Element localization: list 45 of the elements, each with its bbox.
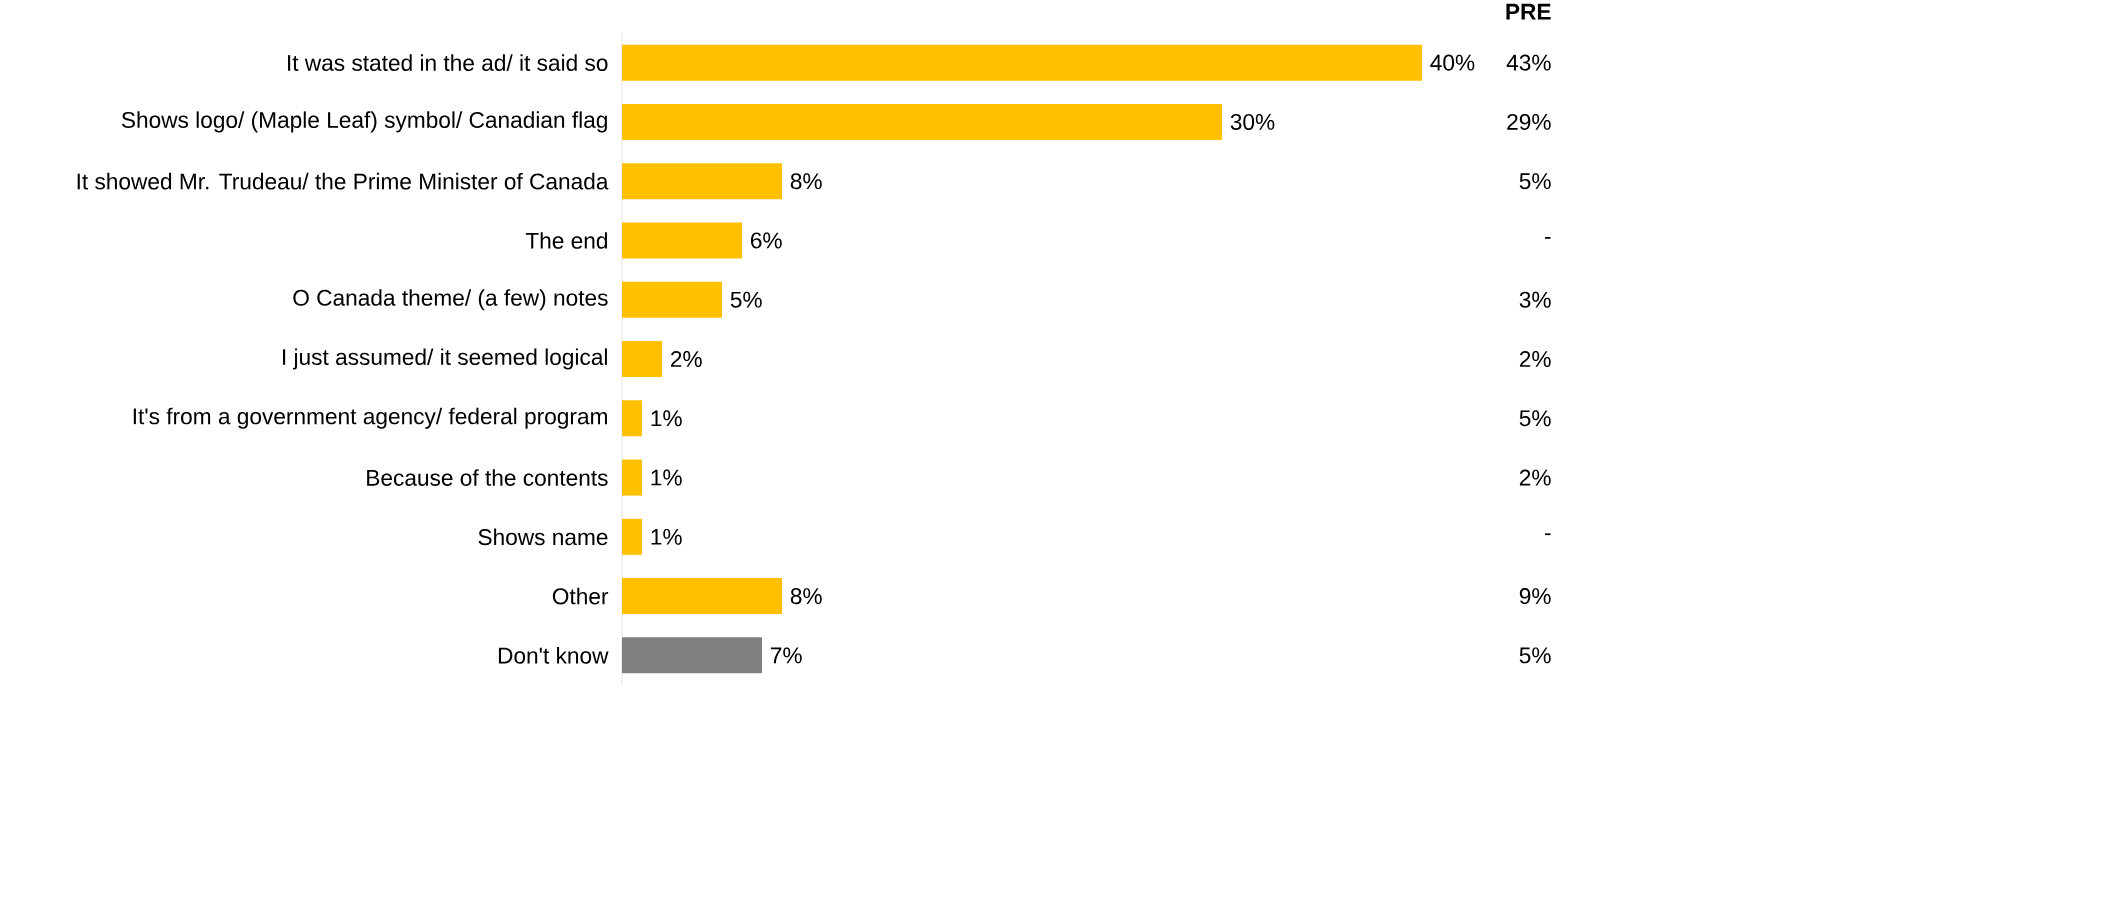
bar	[622, 222, 742, 259]
bar	[622, 341, 662, 377]
text: 5%	[1519, 410, 1551, 427]
bar	[622, 400, 642, 437]
text: 2%	[1519, 469, 1551, 486]
data-label: 5%	[730, 291, 762, 308]
text: PRE	[1506, 3, 1551, 20]
data-label: 2%	[670, 351, 702, 367]
bar	[622, 281, 722, 318]
text: 9%	[1519, 588, 1551, 605]
data-label: 40%	[1430, 54, 1475, 71]
text: 5%	[1519, 173, 1551, 190]
data-label: 8%	[790, 173, 822, 190]
y-tick-label: Shows logo/ (Maple Leaf) symbol/ Canadian flag	[121, 111, 607, 133]
y-tick-label: I just assumed/ it seemed logical	[283, 348, 607, 370]
bar	[622, 518, 642, 555]
data-label: 8%	[790, 588, 822, 605]
bar	[622, 459, 642, 496]
y-tick-label: The end	[525, 232, 607, 249]
data-label: 1%	[651, 528, 682, 545]
data-label: 30%	[1230, 113, 1275, 130]
text: 43%	[1506, 54, 1551, 71]
data-label: 1%	[651, 410, 682, 427]
data-label: 7%	[770, 647, 802, 664]
bar	[622, 637, 762, 674]
y-tick-label: It showed Mr. Trudeau/ the Prime Minister of Canada	[77, 172, 609, 190]
text: 2%	[1519, 351, 1551, 367]
y-tick-label: It's from a government agency/ federal program	[133, 407, 607, 429]
bar	[622, 163, 782, 200]
bar	[622, 578, 782, 615]
data-label: 6%	[750, 232, 782, 249]
y-tick-label: O Canada theme/ (a few) notes	[293, 289, 608, 311]
y-tick-label: Shows name	[478, 528, 608, 546]
text: -	[1544, 237, 1551, 239]
text: 29%	[1507, 113, 1551, 130]
y-tick-label: Other	[552, 587, 609, 605]
data-label: 1%	[651, 469, 682, 486]
text: 5%	[1519, 647, 1551, 664]
y-tick-label: Because of the contents	[367, 469, 608, 486]
text: -	[1544, 533, 1551, 536]
bar	[622, 103, 1222, 140]
bar	[622, 44, 1422, 81]
y-tick-label: Don't know	[498, 647, 609, 664]
text: 3%	[1519, 291, 1551, 308]
y-tick-label: It was stated in the ad/ it said so	[288, 54, 608, 71]
